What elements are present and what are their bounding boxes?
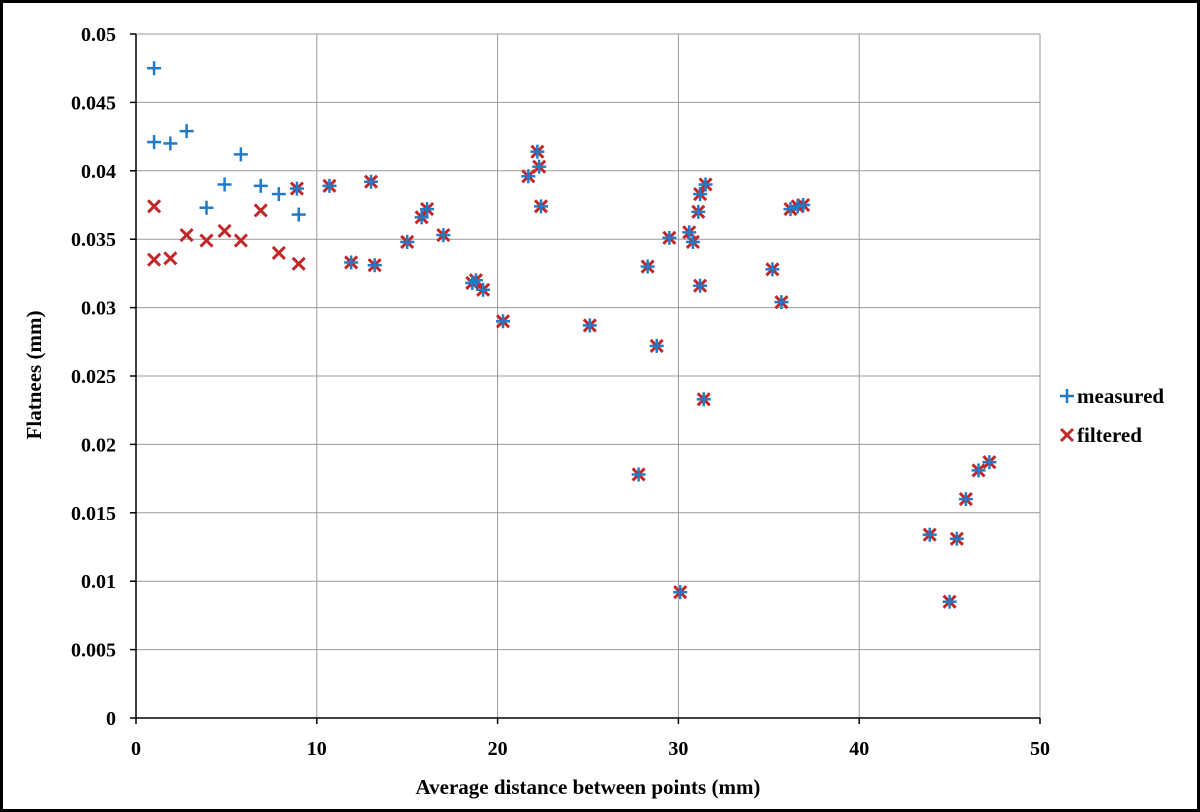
legend-x-icon: [1059, 427, 1075, 443]
x-tick-label: 0: [131, 738, 141, 760]
measured-point: [496, 314, 511, 329]
measured-point: [179, 124, 194, 139]
measured-point: [217, 177, 232, 192]
measured-point: [233, 147, 248, 162]
y-tick-label: 0.025: [71, 366, 116, 388]
x-tick-label: 30: [668, 738, 688, 760]
measured-point: [147, 135, 162, 150]
measured-point: [521, 169, 536, 184]
measured-point: [958, 492, 973, 507]
grid-lines: [135, 33, 1041, 719]
measured-point: [942, 594, 957, 609]
measured-point: [420, 202, 435, 217]
legend-marker-measured: [1060, 389, 1074, 403]
measured-point: [468, 273, 483, 288]
measured-point: [685, 234, 700, 249]
measured-point: [476, 282, 491, 297]
measured-point: [289, 181, 304, 196]
measured-point: [147, 61, 162, 76]
measured-point: [199, 200, 214, 215]
measured-point: [982, 455, 997, 470]
y-tick-label: 0.02: [81, 434, 116, 456]
x-tick-label: 50: [1030, 738, 1050, 760]
filtered-point: [233, 233, 248, 248]
legend-marker-filtered: [1059, 427, 1075, 443]
measured-point: [673, 585, 688, 600]
legend-label-filtered: filtered: [1077, 423, 1142, 447]
measured-point: [693, 187, 708, 202]
measured-point: [163, 136, 178, 151]
legend-label-measured: measured: [1077, 384, 1164, 408]
data-marks: [147, 61, 997, 609]
x-axis-title: Average distance between points (mm): [416, 775, 761, 799]
y-tick-label: 0.005: [71, 640, 116, 662]
measured-point: [532, 159, 547, 174]
filtered-point: [179, 228, 194, 243]
y-tick-labels: 0 0.005 0.01 0.015 0.02 0.025 0.03 0.035 0.04 0.0…: [71, 24, 116, 730]
measured-point: [400, 234, 415, 249]
filtered-point: [147, 199, 162, 214]
axes: [130, 33, 1041, 724]
filtered-point: [271, 245, 286, 260]
y-tick-label: 0.01: [81, 571, 116, 593]
measured-point: [631, 467, 646, 482]
legend-plus-icon: [1060, 389, 1074, 403]
measured-point: [698, 177, 713, 192]
measured-point: [253, 178, 268, 193]
measured-point: [774, 295, 789, 310]
y-axis-title: Flatnees (mm): [22, 311, 46, 440]
measured-point: [530, 144, 545, 159]
measured-point: [682, 225, 697, 240]
measured-point: [691, 204, 706, 219]
measured-point: [783, 202, 798, 217]
x-tick-labels: 0 10 20 30 40 50: [131, 738, 1050, 760]
x-tick-label: 40: [849, 738, 869, 760]
measured-point: [414, 210, 429, 225]
measured-point: [649, 338, 664, 353]
y-tick-label: 0.05: [81, 24, 116, 46]
measured-point: [796, 198, 811, 212]
filtered-point: [253, 203, 268, 218]
measured-point: [367, 258, 382, 273]
measured-point: [765, 262, 780, 277]
legend: measured filtered: [1059, 384, 1164, 447]
measured-point: [322, 178, 337, 193]
filtered-point: [217, 223, 232, 239]
measured-point: [582, 318, 597, 333]
measured-point: [693, 278, 708, 293]
filtered-point: [199, 233, 214, 248]
measured-point: [922, 527, 937, 542]
y-tick-label: 0.035: [71, 229, 116, 251]
filtered-point: [147, 252, 162, 267]
measured-point: [640, 259, 655, 274]
y-tick-label: 0.04: [81, 161, 116, 183]
measured-point: [662, 230, 677, 245]
y-tick-label: 0.03: [81, 298, 116, 320]
measured-point: [696, 392, 711, 407]
measured-point: [949, 531, 964, 546]
measured-point: [291, 207, 306, 222]
filtered-point: [163, 251, 178, 266]
measured-point: [364, 174, 379, 189]
measured-point: [971, 463, 986, 478]
y-tick-label: 0: [106, 708, 116, 730]
y-tick-label: 0.045: [71, 92, 116, 114]
x-tick-label: 10: [307, 738, 327, 760]
y-tick-label: 0.015: [71, 503, 116, 525]
x-tick-label: 20: [488, 738, 508, 760]
measured-point: [271, 187, 286, 202]
measured-point: [436, 228, 451, 243]
measured-point: [344, 255, 359, 270]
filtered-point: [291, 256, 306, 271]
measured-point: [533, 199, 548, 214]
